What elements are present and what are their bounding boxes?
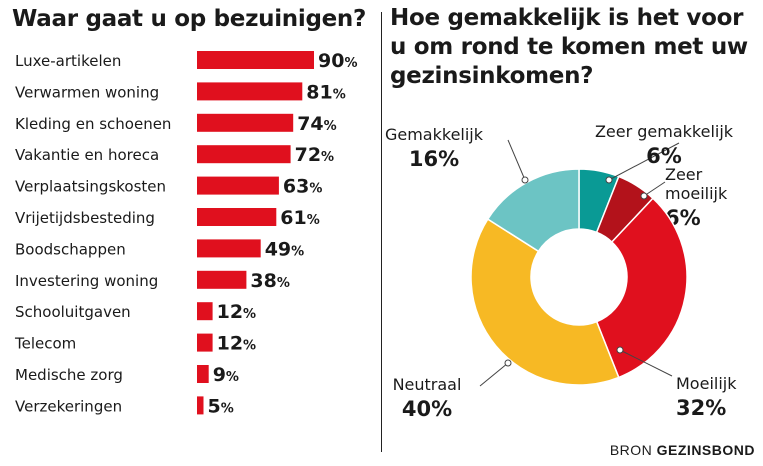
leader-dot: [640, 192, 648, 200]
bar-row: Medische zorg 9%: [15, 364, 239, 386]
donut-slice: [486, 168, 580, 253]
bar: [197, 82, 303, 101]
leader-dot: [605, 176, 613, 184]
donut-slice: [470, 218, 620, 386]
bar-category-label: Boodschappen: [15, 240, 126, 258]
bar-row: Boodschappen 49%: [15, 238, 304, 260]
bar-category-label: Telecom: [14, 335, 76, 353]
bar-category-label: Luxe-artikelen: [15, 52, 121, 70]
donut-label: Neutraal 40%: [393, 359, 512, 421]
bar: [197, 208, 277, 226]
bar: [197, 51, 314, 69]
bar-category-label: Medische zorg: [15, 366, 123, 384]
bar: [197, 145, 291, 164]
leader-dot: [504, 359, 512, 367]
donut-value-label: 40%: [402, 397, 452, 421]
divider: [381, 12, 382, 452]
bar-row: Verwarmen woning 81%: [15, 81, 346, 103]
donut-category-label: Zeer gemakkelijk: [595, 122, 734, 141]
leader-line: [479, 362, 509, 387]
bar-row: Vrijetijdsbesteding 61%: [15, 207, 320, 229]
source-credit: BRON GEZINSBOND: [610, 442, 755, 458]
bar-value-label: 12%: [217, 301, 256, 323]
bar-row: Investering woning 38%: [15, 270, 290, 292]
bar-category-label: Verwarmen woning: [15, 83, 159, 101]
bar-row: Kleding en schoenen 74%: [15, 113, 337, 135]
leader-line: [507, 139, 526, 181]
bar: [197, 365, 209, 383]
bar: [197, 302, 213, 321]
bar-row: Telecom 12%: [14, 333, 256, 355]
bar-value-label: 12%: [217, 333, 256, 355]
leader-dot: [521, 176, 529, 184]
donut-label: Zeer gemakkelijk 6%: [595, 122, 734, 184]
bar: [197, 239, 261, 258]
bar-chart: Luxe-artikelen 90% Verwarmen woning 81% Kled…: [14, 50, 357, 417]
bar-row: Vakantie en horeca 72%: [15, 144, 334, 166]
donut-label: Gemakkelijk 16%: [385, 125, 529, 184]
bar-value-label: 74%: [297, 113, 336, 135]
bar-category-label: Verplaatsingskosten: [15, 178, 166, 196]
bar-value-label: 49%: [265, 238, 304, 260]
bar-category-label: Verzekeringen: [15, 397, 122, 415]
donut-value-label: 16%: [409, 147, 459, 171]
source-name: GEZINSBOND: [656, 442, 755, 458]
donut-category-label: Zeer: [665, 165, 703, 184]
leader-line: [608, 142, 680, 181]
leader-line: [619, 349, 673, 377]
bar-row: Verzekeringen 5%: [15, 395, 234, 417]
bar-value-label: 9%: [213, 364, 239, 386]
bar-value-label: 63%: [283, 176, 322, 198]
bar-value-label: 61%: [280, 207, 319, 229]
bar: [197, 176, 279, 195]
bar-value-label: 90%: [318, 50, 357, 72]
bar: [197, 113, 294, 132]
donut-value-label: 6%: [646, 144, 682, 168]
source-prefix: BRON: [609, 442, 653, 458]
bar-value-label: 81%: [306, 81, 345, 103]
bar: [197, 333, 213, 352]
bar-category-label: Vakantie en horeca: [15, 146, 159, 164]
donut-category-label: Moeilijk: [676, 374, 737, 393]
leader-dot: [616, 346, 624, 354]
donut-slice: [595, 197, 688, 379]
bar-value-label: 38%: [250, 270, 289, 292]
donut-category-label: Gemakkelijk: [385, 125, 484, 144]
bar-category-label: Schooluitgaven: [15, 303, 131, 321]
bar-row: Schooluitgaven 12%: [15, 301, 256, 323]
donut-category-label: Neutraal: [393, 375, 462, 394]
donut-chart-title: Hoe gemakkelijk is het voor u om rond te…: [390, 5, 748, 89]
donut-value-label: 32%: [676, 396, 726, 420]
leader-line: [643, 181, 666, 197]
bar-category-label: Investering woning: [15, 272, 158, 290]
right-panel: Hoe gemakkelijk is het voor u om rond te…: [382, 0, 763, 466]
bar-row: Verplaatsingskosten 63%: [15, 176, 322, 198]
donut-category-label: moeilijk: [665, 184, 728, 203]
donut-label: Moeilijk 32%: [616, 346, 737, 420]
bar: [197, 270, 247, 289]
bar-value-label: 72%: [295, 144, 334, 166]
bar: [197, 396, 204, 415]
left-panel: Waar gaat u op bezuinigen? Luxe-artikele…: [0, 0, 380, 466]
bar-chart-title: Waar gaat u op bezuinigen?: [12, 6, 367, 32]
bar-category-label: Kleding en schoenen: [15, 115, 171, 133]
bar-category-label: Vrijetijdsbesteding: [15, 209, 155, 227]
bar-row: Luxe-artikelen 90%: [15, 50, 357, 72]
bar-value-label: 5%: [208, 395, 234, 417]
